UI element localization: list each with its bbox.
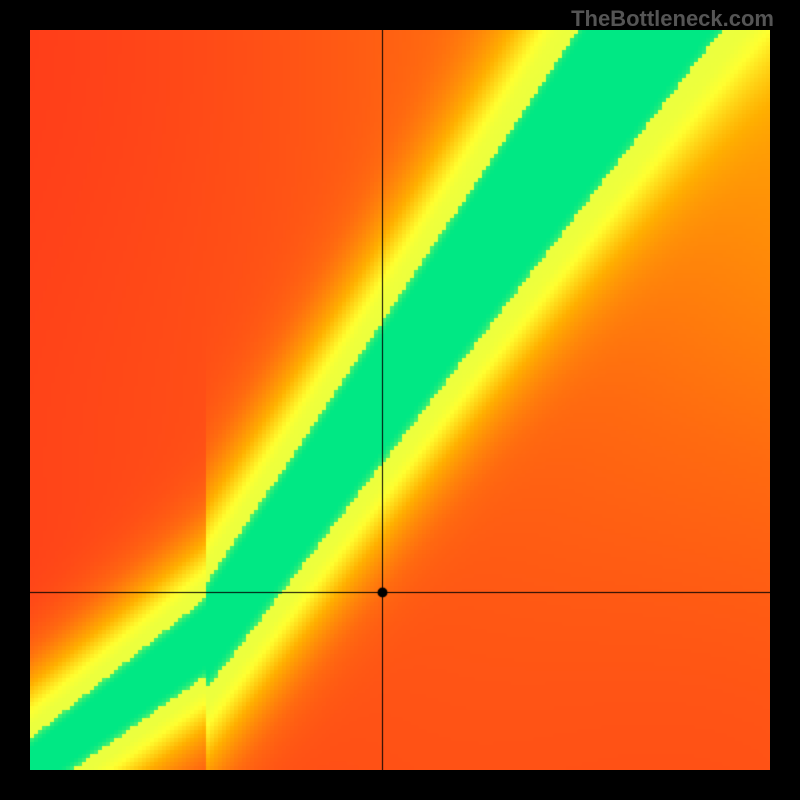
bottleneck-heatmap	[30, 30, 770, 770]
watermark-text: TheBottleneck.com	[571, 6, 774, 32]
